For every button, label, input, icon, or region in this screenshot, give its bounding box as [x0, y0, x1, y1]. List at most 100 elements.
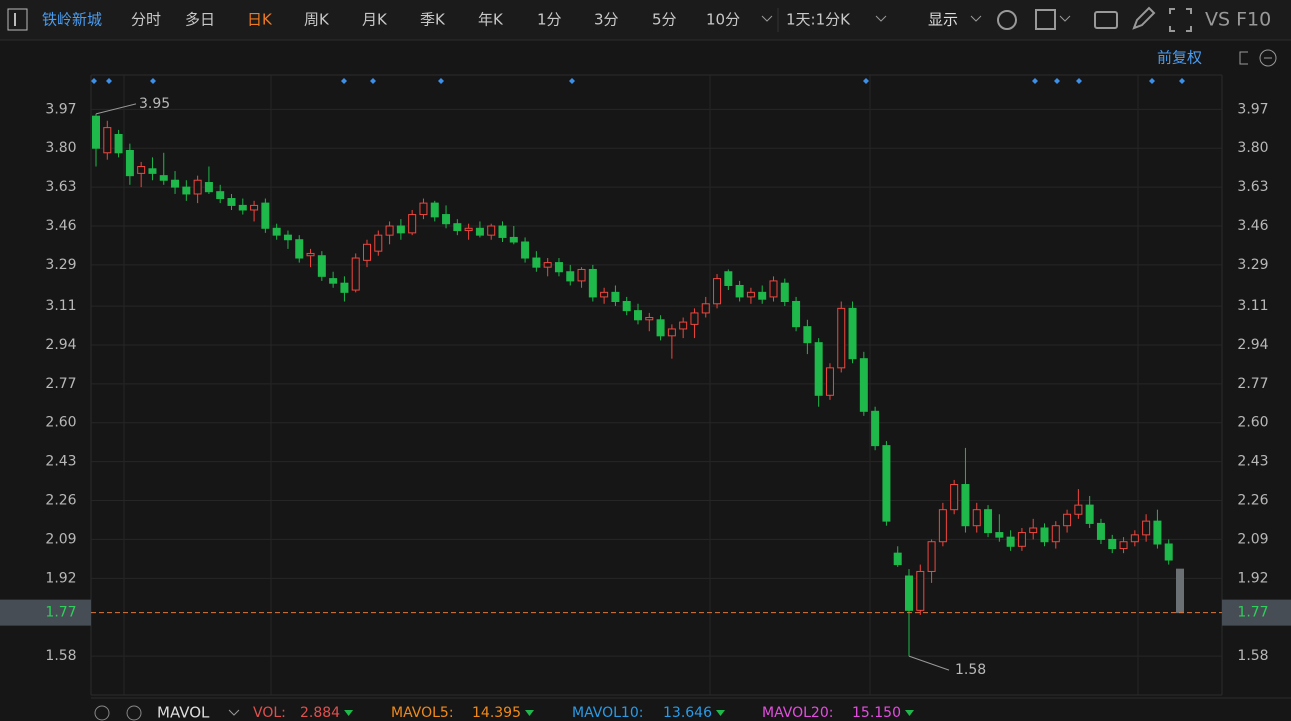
period-tab[interactable]: 3分: [594, 11, 619, 29]
menu-icon[interactable]: [7, 8, 28, 31]
candle-body: [182, 186, 191, 195]
candle-body: [611, 291, 620, 302]
candle-body: [803, 326, 812, 344]
reset-icon[interactable]: [1239, 51, 1248, 65]
tab-more[interactable]: [761, 15, 773, 22]
indicator-name[interactable]: MAVOL: [157, 704, 210, 721]
period-tab[interactable]: 5分: [652, 11, 677, 29]
period-tab[interactable]: 月K: [362, 11, 388, 29]
vs-f10[interactable]: VS F10: [1205, 9, 1271, 31]
period-tab[interactable]: 周K: [304, 11, 330, 29]
indicator-value: 13.646: [663, 705, 712, 721]
candle-body: [250, 204, 259, 211]
candle-body: [938, 509, 947, 543]
candle-body: [690, 312, 699, 325]
y-tick-label-right: 2.09: [1237, 531, 1268, 547]
candle-body: [430, 202, 439, 218]
y-tick-label-right: 3.11: [1237, 298, 1268, 314]
y-tick-label-right: 1.58: [1237, 648, 1268, 664]
candle-body: [588, 268, 597, 298]
y-tick-label: 1.58: [45, 648, 76, 664]
candle-body: [780, 282, 789, 302]
period-tab[interactable]: 10分: [706, 11, 740, 29]
candle-body: [1017, 532, 1026, 547]
candle-body: [1142, 520, 1151, 536]
candle-body: [679, 321, 688, 330]
fullscreen-icon[interactable]: [1169, 8, 1192, 32]
y-tick-label-right: 2.60: [1237, 415, 1268, 431]
candle-body: [238, 204, 247, 211]
candle-body: [1040, 527, 1049, 543]
candle-body: [950, 484, 959, 511]
candle-body: [882, 445, 891, 522]
candle-body: [137, 166, 146, 174]
candle-body: [746, 291, 755, 298]
candle-body: [927, 541, 936, 572]
max-leader: [95, 103, 137, 115]
period-tab[interactable]: 日K: [247, 11, 273, 29]
candle-body: [859, 358, 868, 412]
indicator-settings[interactable]: [94, 705, 110, 721]
period-tab[interactable]: 1分: [537, 11, 562, 29]
y-tick-label-right: 2.94: [1237, 337, 1268, 353]
candle-body: [1085, 504, 1094, 524]
candle-body: [848, 307, 857, 360]
candle-body: [1108, 538, 1117, 550]
candle-body: [600, 291, 609, 298]
candle-body: [351, 257, 360, 291]
y-tick-label: 2.60: [45, 415, 76, 431]
period-tab[interactable]: 年K: [478, 11, 504, 29]
last-price-label: 1.77: [45, 605, 76, 621]
candle-body: [498, 225, 507, 238]
min-label: 1.58: [955, 662, 986, 678]
indicator-trend: [905, 710, 914, 716]
indicator-label: MAVOL20:: [762, 705, 833, 721]
candle-body: [1130, 534, 1139, 543]
candle-body: [216, 191, 225, 200]
candle-body: [148, 168, 157, 174]
candle-body: [532, 257, 541, 268]
candle-body: [566, 271, 575, 282]
y-tick-label: 2.09: [45, 531, 76, 547]
candle-body: [622, 300, 631, 312]
event-markers[interactable]: [91, 78, 1185, 84]
period-tab[interactable]: 多日: [185, 11, 215, 29]
toolbar: [0, 0, 1291, 40]
candle-body: [543, 262, 552, 268]
y-tick-label-right: 3.63: [1237, 179, 1268, 195]
chevron: [1059, 15, 1071, 22]
candle-body: [1063, 513, 1072, 527]
period-select[interactable]: 1天:1分K: [786, 11, 851, 29]
indicator-close[interactable]: [126, 705, 142, 721]
candle-body: [972, 509, 981, 527]
settings-icon[interactable]: [997, 10, 1017, 30]
candle-body: [204, 182, 213, 193]
indicator-value: 15.150: [852, 705, 901, 721]
stock-name[interactable]: 铁岭新城: [42, 11, 102, 29]
zoom-out[interactable]: [1259, 49, 1277, 67]
candle-body: [363, 243, 371, 261]
box-icon[interactable]: [1035, 9, 1056, 30]
pen-icon[interactable]: [1132, 6, 1156, 30]
candle-body: [114, 133, 123, 154]
chevron: [228, 709, 240, 716]
adjust-select[interactable]: 前复权: [1157, 49, 1202, 67]
y-tick-label: 3.46: [45, 218, 76, 234]
candle-body: [193, 179, 202, 195]
y-tick-label: 2.94: [45, 337, 76, 353]
candle-body: [272, 227, 281, 236]
y-tick-label: 2.77: [45, 376, 76, 392]
candle-body: [701, 303, 710, 314]
period-tab[interactable]: 分时: [131, 11, 161, 29]
candle-body: [825, 367, 834, 396]
y-tick-label-right: 1.92: [1237, 570, 1268, 586]
candle-body: [916, 570, 925, 611]
y-tick-label-right: 3.29: [1237, 257, 1268, 273]
period-tab[interactable]: 季K: [420, 11, 446, 29]
last-price-label-right: 1.77: [1237, 605, 1268, 621]
candle-body: [419, 202, 428, 216]
indicator-label: MAVOL5:: [391, 705, 454, 721]
camera-icon[interactable]: [1094, 11, 1118, 29]
candle-body: [1074, 504, 1083, 515]
display-menu[interactable]: 显示: [928, 11, 958, 29]
